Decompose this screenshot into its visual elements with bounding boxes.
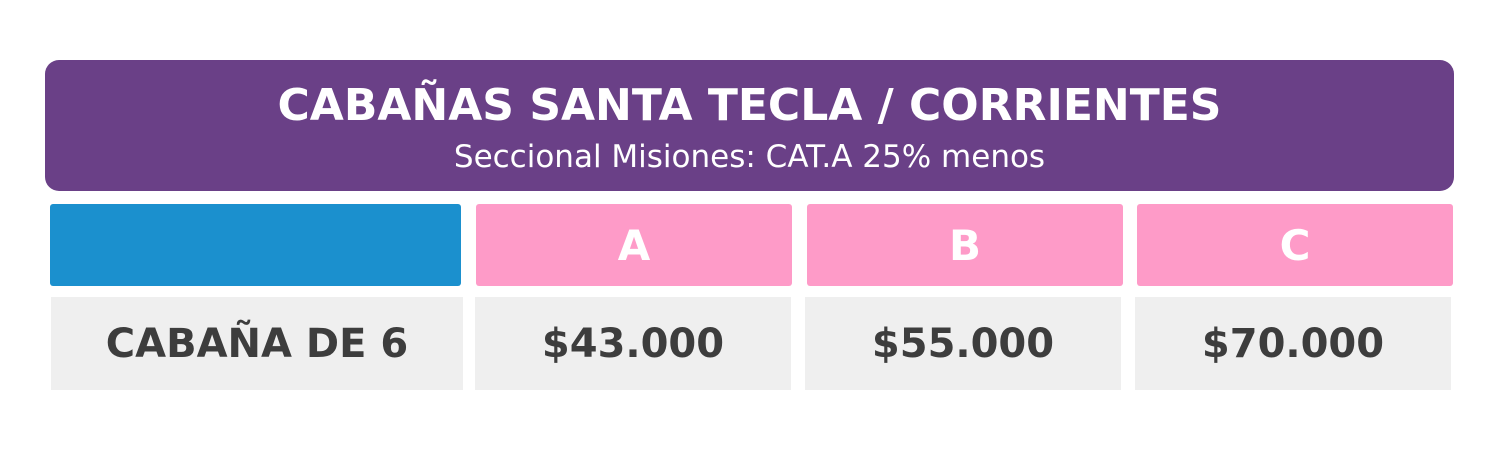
subtitle: Seccional Misiones: CAT.A 25% menos [453, 139, 1046, 175]
column-header: A [476, 204, 792, 286]
price: $70.000 [1135, 297, 1451, 390]
column-header: B [807, 204, 1123, 286]
price: $55.000 [805, 297, 1121, 390]
price: $43.000 [475, 297, 791, 390]
title: CABAÑAS SANTA TECLA / CORRIENTES [277, 80, 1222, 131]
column-header: C [1137, 204, 1453, 286]
corner-cell [50, 204, 461, 286]
header: CABAÑAS SANTA TECLA / CORRIENTES Seccion… [45, 60, 1454, 191]
row-label: CABAÑA DE 6 [51, 297, 463, 390]
